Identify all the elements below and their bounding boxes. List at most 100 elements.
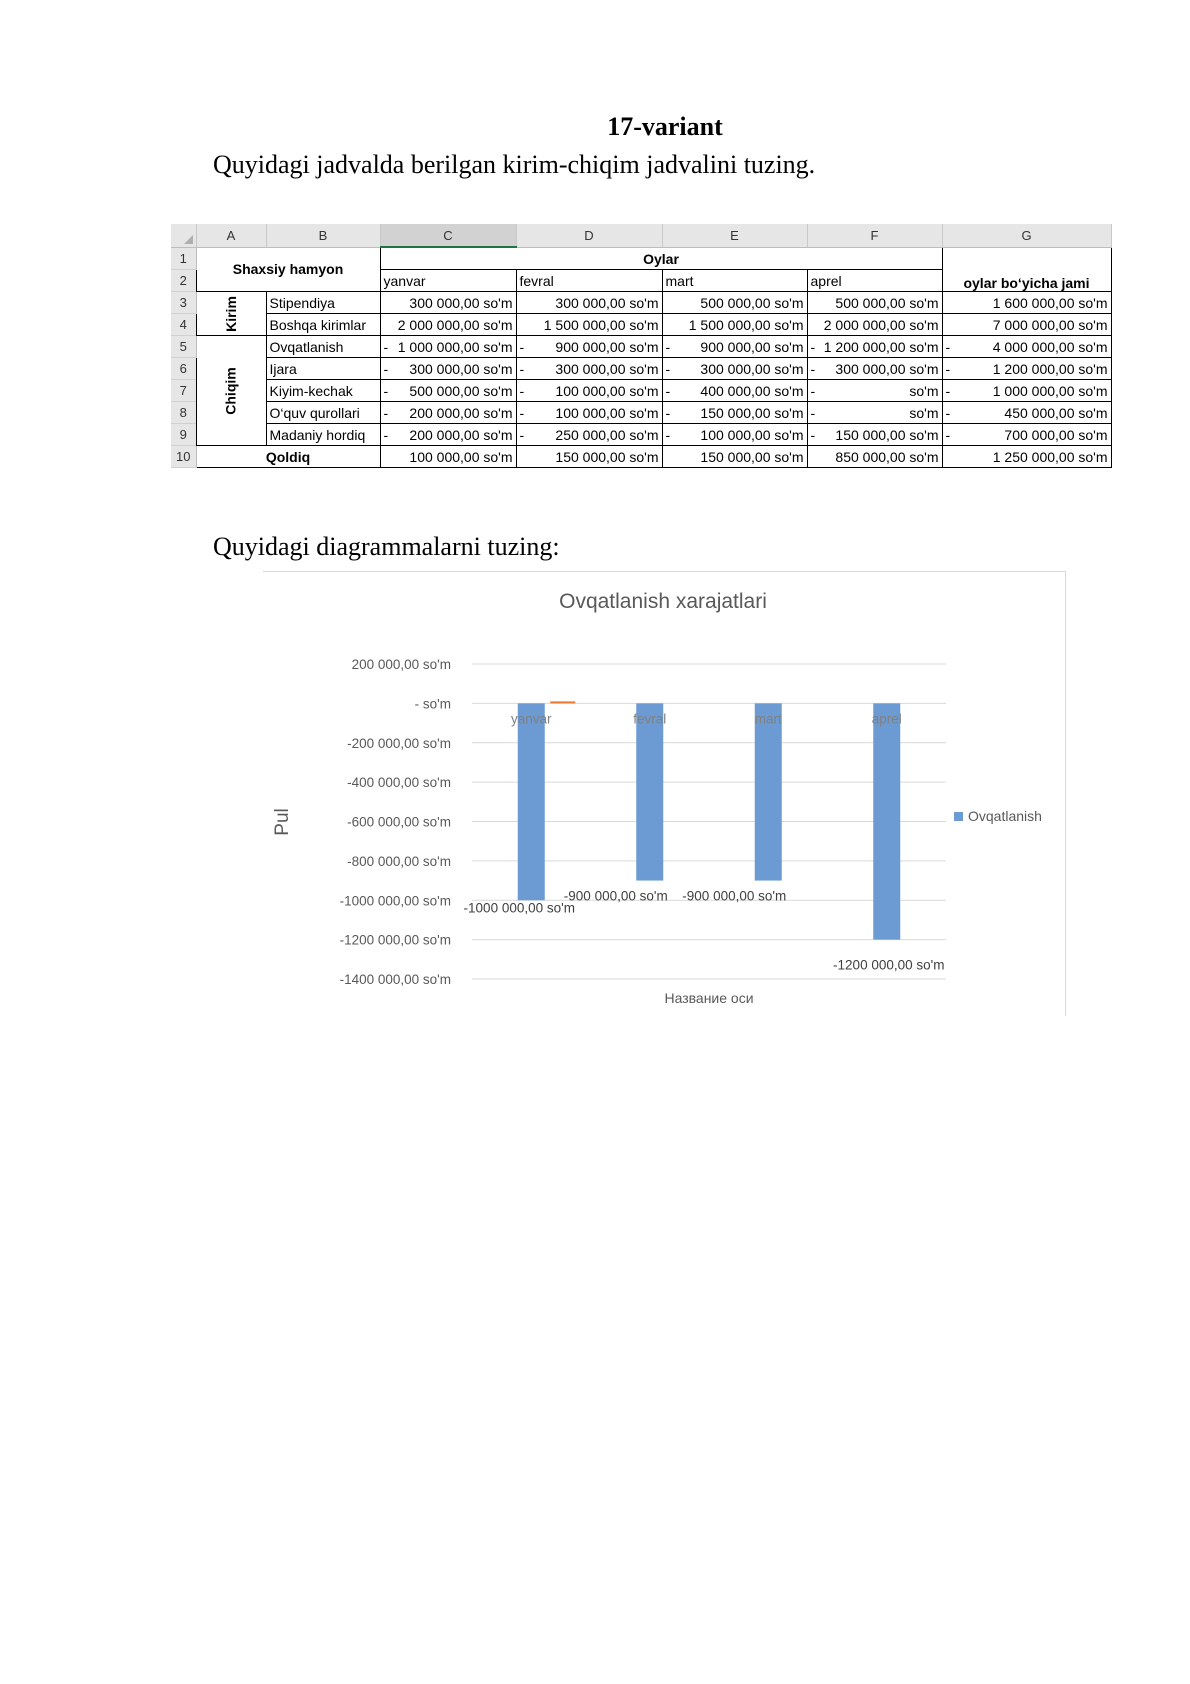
negative-sign: - bbox=[810, 382, 816, 399]
sheet-row-7: 7 Kiyim-kechak -500 000,00 so'm -100 000,00… bbox=[171, 379, 1112, 402]
chart-instruction: Quyidagi diagrammalarni tuzing: bbox=[213, 532, 560, 561]
value-cell[interactable]: 2 000 000,00 so'm bbox=[379, 313, 517, 336]
value-cell[interactable]: - 400 000,00 so'm bbox=[661, 379, 808, 402]
month-cell-fevral[interactable]: fevral bbox=[515, 269, 663, 292]
value-cell[interactable]: - 200 000,00 so'm bbox=[379, 401, 517, 424]
column-header-a[interactable]: A bbox=[196, 224, 267, 248]
row-number[interactable]: 7 bbox=[171, 379, 197, 402]
balance-cell[interactable]: 100 000,00 so'm bbox=[379, 445, 517, 468]
header-cell-total[interactable]: oylar bo‘yicha jami bbox=[941, 246, 1112, 292]
column-header-g[interactable]: G bbox=[942, 224, 1112, 248]
value-text: 500 000,00 so'm bbox=[409, 382, 513, 399]
negative-sign: - bbox=[383, 426, 389, 443]
value-cell[interactable]: -1 000 000,00 so'm bbox=[379, 335, 517, 358]
row-number[interactable]: 5 bbox=[171, 335, 197, 358]
item-name-cell[interactable]: Ovqatlanish bbox=[265, 335, 381, 358]
value-cell[interactable]: 300 000,00 so'm bbox=[515, 291, 663, 314]
chart-panel[interactable]: Ovqatlanish xarajatlari 200 000,00 so'm - … bbox=[263, 571, 1066, 1016]
category-label: fevral bbox=[633, 711, 666, 726]
row-number[interactable]: 6 bbox=[171, 357, 197, 380]
value-cell[interactable]: - 300 000,00 so'm bbox=[515, 357, 663, 380]
total-cell[interactable]: - 4 000 000,00 so'm bbox=[941, 335, 1112, 358]
balance-cell[interactable]: 150 000,00 so'm bbox=[515, 445, 663, 468]
item-name-cell[interactable]: Madaniy hordiq bbox=[265, 423, 381, 446]
balance-cell[interactable]: 150 000,00 so'm bbox=[661, 445, 808, 468]
y-tick-label: -1400 000,00 so'm bbox=[340, 972, 451, 987]
value-cell[interactable]: - 100 000,00 so'm bbox=[515, 379, 663, 402]
value-cell[interactable]: 500 000,00 so'm bbox=[806, 291, 943, 314]
item-name-cell[interactable]: Boshqa kirimlar bbox=[265, 313, 381, 336]
value-cell[interactable]: - 150 000,00 so'm bbox=[661, 401, 808, 424]
select-all-corner[interactable] bbox=[171, 224, 197, 248]
bar bbox=[754, 703, 782, 881]
value-cell[interactable]: - 300 000,00 so'm bbox=[806, 357, 943, 380]
item-name-cell[interactable]: O‘quv qurollari bbox=[265, 401, 381, 424]
negative-sign: - bbox=[810, 338, 816, 355]
value-cell[interactable]: - 300 000,00 so'm bbox=[661, 357, 808, 380]
item-name-cell[interactable]: Stipendiya bbox=[265, 291, 381, 314]
row-number[interactable]: 9 bbox=[171, 423, 197, 446]
data-label: -1200 000,00 so'm bbox=[833, 958, 944, 973]
negative-sign: - bbox=[945, 426, 951, 443]
sheet-row-10: 10 Qoldiq 100 000,00 so'm 150 000,00 so'… bbox=[171, 445, 1112, 468]
group-income-cell[interactable]: Kirim bbox=[195, 291, 267, 336]
total-cell[interactable]: - 1 200 000,00 so'm bbox=[941, 357, 1112, 380]
data-label: -900 000,00 so'm bbox=[564, 889, 668, 904]
value-cell[interactable]: -1 200 000,00 so'm bbox=[806, 335, 943, 358]
column-header-e[interactable]: E bbox=[662, 224, 808, 248]
header-cell-main[interactable]: Shaxsiy hamyon bbox=[195, 246, 381, 292]
value-text: 900 000,00 so'm bbox=[700, 338, 804, 355]
row-number[interactable]: 4 bbox=[171, 313, 197, 336]
y-tick-label: -1000 000,00 so'm bbox=[340, 893, 451, 908]
total-cell[interactable]: - 450 000,00 so'm bbox=[941, 401, 1112, 424]
value-cell[interactable]: - so'm bbox=[806, 379, 943, 402]
value-cell[interactable]: - 100 000,00 so'm bbox=[661, 423, 808, 446]
total-cell[interactable]: 7 000 000,00 so'm bbox=[941, 313, 1112, 336]
data-label: -1000 000,00 so'm bbox=[464, 900, 575, 915]
value-cell[interactable]: - 900 000,00 so'm bbox=[661, 335, 808, 358]
total-cell[interactable]: 1 600 000,00 so'm bbox=[941, 291, 1112, 314]
y-tick-label: -200 000,00 so'm bbox=[347, 736, 451, 751]
data-label: -900 000,00 so'm bbox=[682, 889, 786, 904]
group-expense-cell[interactable]: Chiqim bbox=[195, 335, 267, 446]
month-cell-mart[interactable]: mart bbox=[661, 269, 808, 292]
value-cell[interactable]: 300 000,00 so'm bbox=[379, 291, 517, 314]
month-cell-yanvar[interactable]: yanvar bbox=[379, 269, 517, 292]
value-cell[interactable]: - 100 000,00 so'm bbox=[515, 401, 663, 424]
row-number[interactable]: 2 bbox=[171, 269, 197, 292]
total-cell[interactable]: - 1 000 000,00 so'm bbox=[941, 379, 1112, 402]
balance-total-cell[interactable]: 1 250 000,00 so'm bbox=[941, 445, 1112, 468]
header-cell-months[interactable]: Oylar bbox=[379, 246, 943, 270]
row-number[interactable]: 1 bbox=[171, 247, 197, 270]
balance-label-cell[interactable]: Qoldiq bbox=[195, 445, 381, 468]
item-name-cell[interactable]: Kiyim-kechak bbox=[265, 379, 381, 402]
row-number[interactable]: 8 bbox=[171, 401, 197, 424]
column-header-d[interactable]: D bbox=[516, 224, 663, 248]
negative-sign: - bbox=[383, 404, 389, 421]
value-cell[interactable]: - 200 000,00 so'm bbox=[379, 423, 517, 446]
chart-title: Ovqatlanish xarajatlari bbox=[559, 590, 767, 613]
column-header-f[interactable]: F bbox=[807, 224, 943, 248]
column-header-b[interactable]: B bbox=[266, 224, 381, 248]
value-cell[interactable]: - 300 000,00 so'm bbox=[379, 357, 517, 380]
item-name-cell[interactable]: Ijara bbox=[265, 357, 381, 380]
month-cell-aprel[interactable]: aprel bbox=[806, 269, 943, 292]
balance-cell[interactable]: 850 000,00 so'm bbox=[806, 445, 943, 468]
total-cell[interactable]: - 700 000,00 so'm bbox=[941, 423, 1112, 446]
value-cell[interactable]: 1 500 000,00 so'm bbox=[515, 313, 663, 336]
row-number[interactable]: 3 bbox=[171, 291, 197, 314]
value-cell[interactable]: - 250 000,00 so'm bbox=[515, 423, 663, 446]
column-header-c[interactable]: C bbox=[380, 224, 517, 248]
value-cell[interactable]: - so'm bbox=[806, 401, 943, 424]
value-cell[interactable]: - 500 000,00 so'm bbox=[379, 379, 517, 402]
value-cell[interactable]: - 150 000,00 so'm bbox=[806, 423, 943, 446]
value-text: 300 000,00 so'm bbox=[555, 360, 659, 377]
value-cell[interactable]: 2 000 000,00 so'm bbox=[806, 313, 943, 336]
sheet-row-6: 6 Ijara -300 000,00 so'm -300 000,00 so'm -3… bbox=[171, 357, 1112, 380]
value-cell[interactable]: 1 500 000,00 so'm bbox=[661, 313, 808, 336]
sheet-row-1: 1 Shaxsiy hamyon Oylar oylar bo‘yicha ja… bbox=[171, 246, 1112, 292]
value-cell[interactable]: 500 000,00 so'm bbox=[661, 291, 808, 314]
value-text: 150 000,00 so'm bbox=[700, 404, 804, 421]
value-cell[interactable]: - 900 000,00 so'm bbox=[515, 335, 663, 358]
row-number[interactable]: 10 bbox=[171, 445, 197, 468]
